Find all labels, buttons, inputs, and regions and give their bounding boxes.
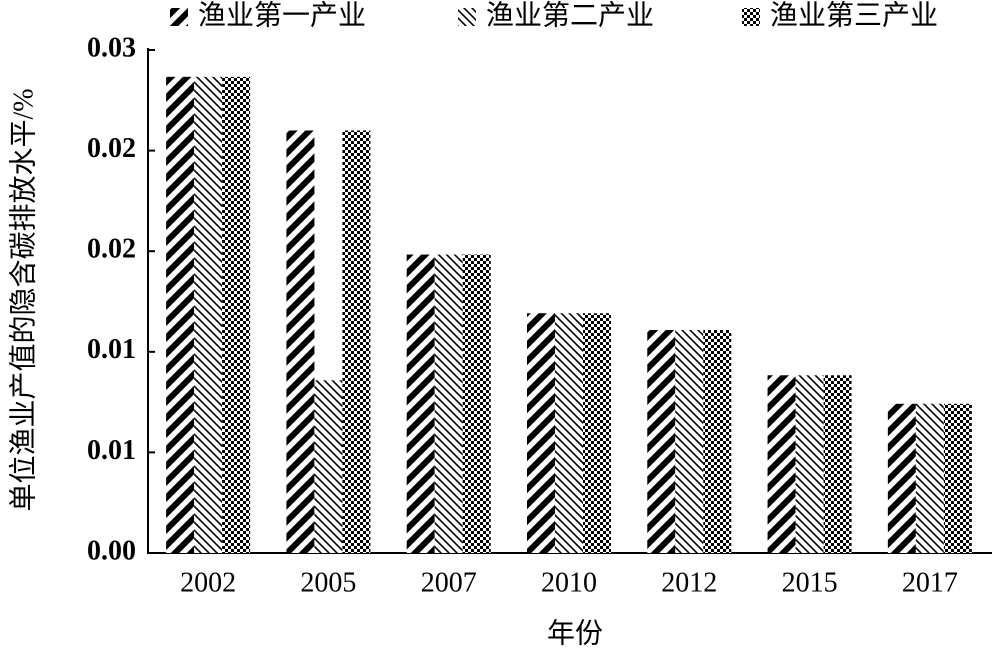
legend-swatch: [742, 8, 760, 26]
bar: [222, 76, 251, 554]
y-tick-label: 0.02: [87, 234, 136, 265]
y-tick-label: 0.00: [87, 535, 136, 566]
bar: [675, 330, 704, 553]
bar: [406, 254, 435, 553]
bar: [462, 254, 491, 553]
bar: [943, 403, 972, 553]
bar: [887, 403, 916, 553]
bar: [194, 76, 223, 554]
bar: [915, 403, 944, 553]
legend-label: 渔业第三产业: [770, 0, 938, 31]
y-tick-label: 0.02: [87, 133, 136, 164]
legend-label: 渔业第二产业: [486, 0, 654, 31]
x-tick-label: 2010: [541, 567, 597, 598]
legend-label: 渔业第一产业: [198, 0, 366, 31]
bar: [647, 330, 676, 553]
y-tick-label: 0.01: [87, 435, 136, 466]
y-tick-label: 0.01: [87, 334, 136, 365]
x-tick-label: 2002: [180, 567, 236, 598]
legend-swatch: [170, 8, 188, 26]
x-tick-label: 2012: [661, 567, 717, 598]
x-tick-label: 2005: [300, 567, 356, 598]
bar: [527, 313, 555, 553]
y-axis-label: 单位渔业产值的隐含碳排放水平/%: [7, 88, 39, 511]
x-tick-label: 2007: [421, 567, 477, 598]
bar: [583, 313, 611, 553]
x-axis-label: 年份: [547, 617, 603, 649]
x-tick-label: 2017: [902, 567, 958, 598]
bar: [767, 375, 796, 553]
y-tick-label: 0.03: [87, 32, 136, 63]
legend-swatch: [458, 8, 476, 26]
bar: [823, 375, 852, 553]
bar: [286, 130, 315, 554]
bar: [342, 130, 371, 554]
bar: [314, 380, 343, 553]
bar: [434, 254, 463, 553]
x-tick-label: 2015: [782, 567, 838, 598]
bar: [166, 76, 195, 554]
bar: [795, 375, 824, 553]
bar: [555, 313, 583, 553]
bar: [703, 330, 732, 553]
